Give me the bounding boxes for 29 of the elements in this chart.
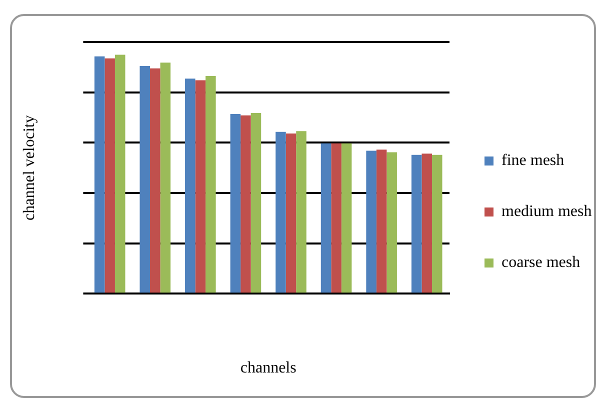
bar <box>250 113 262 293</box>
bar <box>230 114 241 293</box>
bar <box>195 80 206 293</box>
y-axis-title: channel velocity <box>20 115 38 220</box>
bar <box>185 78 196 293</box>
bar <box>150 68 160 293</box>
bar <box>331 143 342 293</box>
bar <box>411 154 422 293</box>
bar <box>114 54 126 293</box>
bar <box>386 152 397 293</box>
bar <box>422 154 432 293</box>
bar <box>366 150 376 293</box>
bar <box>341 143 352 293</box>
legend-label: coarse mesh <box>502 254 580 272</box>
bar <box>376 150 387 293</box>
legend-label: medium mesh <box>502 203 592 220</box>
bar <box>104 58 115 293</box>
bar <box>320 143 332 293</box>
bar <box>160 62 171 293</box>
bar <box>140 66 150 293</box>
bar <box>94 56 105 293</box>
x-axis-title: channels <box>240 360 296 377</box>
bar <box>286 134 296 293</box>
bar <box>276 132 286 293</box>
bar <box>240 115 251 293</box>
bar <box>296 131 306 293</box>
bar <box>432 154 442 293</box>
bar <box>206 76 216 293</box>
legend-label: fine mesh <box>502 152 564 170</box>
